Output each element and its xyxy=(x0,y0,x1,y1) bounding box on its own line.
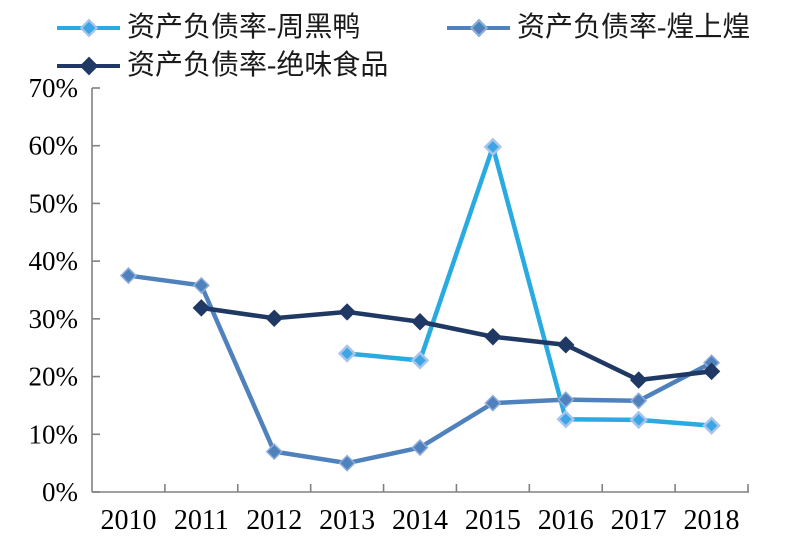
data-point-marker[interactable] xyxy=(702,362,721,381)
data-point-marker[interactable] xyxy=(192,299,211,317)
data-point-marker[interactable] xyxy=(483,137,503,157)
y-tick-label: 10% xyxy=(29,419,79,449)
x-tick-label: 2010 xyxy=(100,505,156,536)
legend-marker-huangshanghuang xyxy=(447,10,510,46)
data-point-marker[interactable] xyxy=(411,313,429,331)
legend-item-juewei[interactable]: 资产负债率-绝味食品 xyxy=(57,48,388,84)
data-point-marker[interactable] xyxy=(411,438,429,457)
data-point-marker[interactable] xyxy=(484,328,502,346)
data-point-marker[interactable] xyxy=(410,351,430,370)
y-axis-ticks-labels: 0% 10% 20% 30% 40% 50% 60% 70% xyxy=(29,73,100,507)
legend-marker-zhouheiya xyxy=(57,10,120,46)
y-tick-label: 40% xyxy=(29,246,79,276)
data-point-marker[interactable] xyxy=(338,303,356,321)
x-tick-label: 2015 xyxy=(465,505,521,536)
series-0 xyxy=(337,137,721,435)
x-tick-label: 2011 xyxy=(174,505,229,536)
data-point-marker[interactable] xyxy=(629,410,648,430)
axes xyxy=(91,88,749,493)
data-point-marker[interactable] xyxy=(702,416,721,435)
legend-label: 资产负债率-煌上煌 xyxy=(517,12,751,43)
legend-item-huangshanghuang[interactable]: 资产负债率-煌上煌 xyxy=(447,10,750,46)
data-point-marker[interactable] xyxy=(557,391,575,409)
y-tick-label: 70% xyxy=(29,73,79,103)
legend-marker-juewei xyxy=(57,48,120,84)
y-tick-label: 50% xyxy=(29,188,79,218)
data-point-marker[interactable] xyxy=(556,410,576,429)
legend-item-zhouheiya[interactable]: 资产负债率-周黑鸭 xyxy=(57,10,360,46)
data-point-marker[interactable] xyxy=(630,392,648,410)
legend-label: 资产负债率-周黑鸭 xyxy=(127,12,361,43)
y-tick-label: 30% xyxy=(29,304,79,334)
data-point-marker[interactable] xyxy=(192,276,210,294)
x-tick-label: 2017 xyxy=(611,505,667,536)
x-tick-label: 2014 xyxy=(392,505,448,536)
data-point-marker[interactable] xyxy=(338,454,356,472)
data-point-marker[interactable] xyxy=(557,336,575,354)
data-point-marker[interactable] xyxy=(629,371,648,389)
data-point-marker[interactable] xyxy=(119,267,138,285)
data-point-marker[interactable] xyxy=(337,344,357,363)
data-point-marker[interactable] xyxy=(265,309,283,327)
y-tick-label: 20% xyxy=(29,362,79,392)
data-point-marker[interactable] xyxy=(265,443,283,461)
series-2 xyxy=(192,299,721,389)
x-tick-label: 2013 xyxy=(319,505,375,536)
data-point-marker[interactable] xyxy=(484,394,502,412)
y-tick-label: 0% xyxy=(42,477,78,507)
x-tick-label: 2016 xyxy=(538,505,594,536)
x-tick-label: 2012 xyxy=(246,505,302,536)
x-axis-ticks-labels: 2010 2011 2012 2013 2014 2015 2016 2017 2018 xyxy=(100,484,749,536)
y-tick-label: 60% xyxy=(29,131,79,161)
legend-label: 资产负债率-绝味食品 xyxy=(127,50,389,81)
x-tick-label: 2018 xyxy=(684,505,740,536)
